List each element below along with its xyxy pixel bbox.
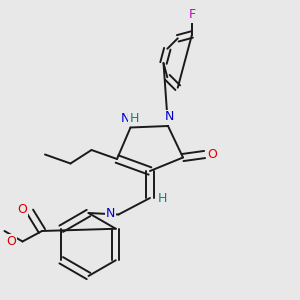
Text: N: N	[106, 207, 115, 220]
Text: N: N	[165, 110, 174, 124]
Text: F: F	[188, 8, 196, 22]
Text: O: O	[6, 235, 16, 248]
Text: H: H	[157, 191, 167, 205]
Text: O: O	[207, 148, 217, 161]
Text: H: H	[129, 112, 139, 125]
Text: N: N	[121, 112, 130, 125]
Text: O: O	[18, 202, 27, 216]
